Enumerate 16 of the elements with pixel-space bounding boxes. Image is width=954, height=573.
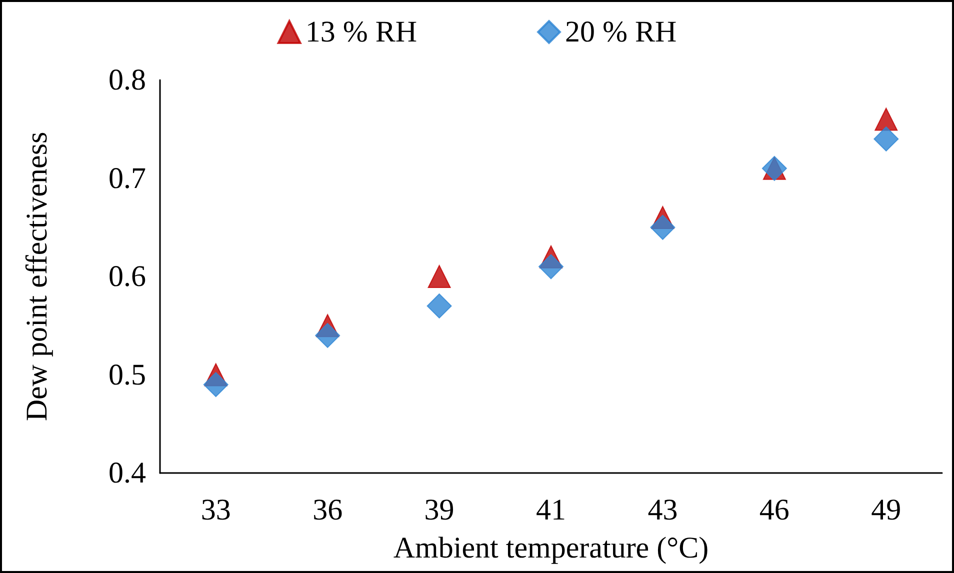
x-tick-label: 49 <box>871 494 902 526</box>
legend-label: 20 % RH <box>565 16 677 48</box>
y-tick-label: 0.4 <box>108 456 146 490</box>
y-tick-label: 0.5 <box>108 358 146 392</box>
x-tick-label: 39 <box>424 494 454 526</box>
y-tick-label: 0.8 <box>108 64 146 96</box>
y-tick-label: 0.6 <box>108 260 146 293</box>
x-axis-title: Ambient temperature (°C) <box>393 532 709 564</box>
x-tick-label: 33 <box>200 494 231 526</box>
y-axis-title: Dew point effectiveness <box>20 132 54 422</box>
legend-label: 13 % RH <box>305 16 418 48</box>
x-tick-label: 36 <box>312 494 343 526</box>
x-tick-label: 46 <box>759 494 790 526</box>
x-tick-label: 43 <box>648 494 678 526</box>
y-tick-label: 0.7 <box>108 162 146 195</box>
x-tick-label: 41 <box>536 494 566 526</box>
